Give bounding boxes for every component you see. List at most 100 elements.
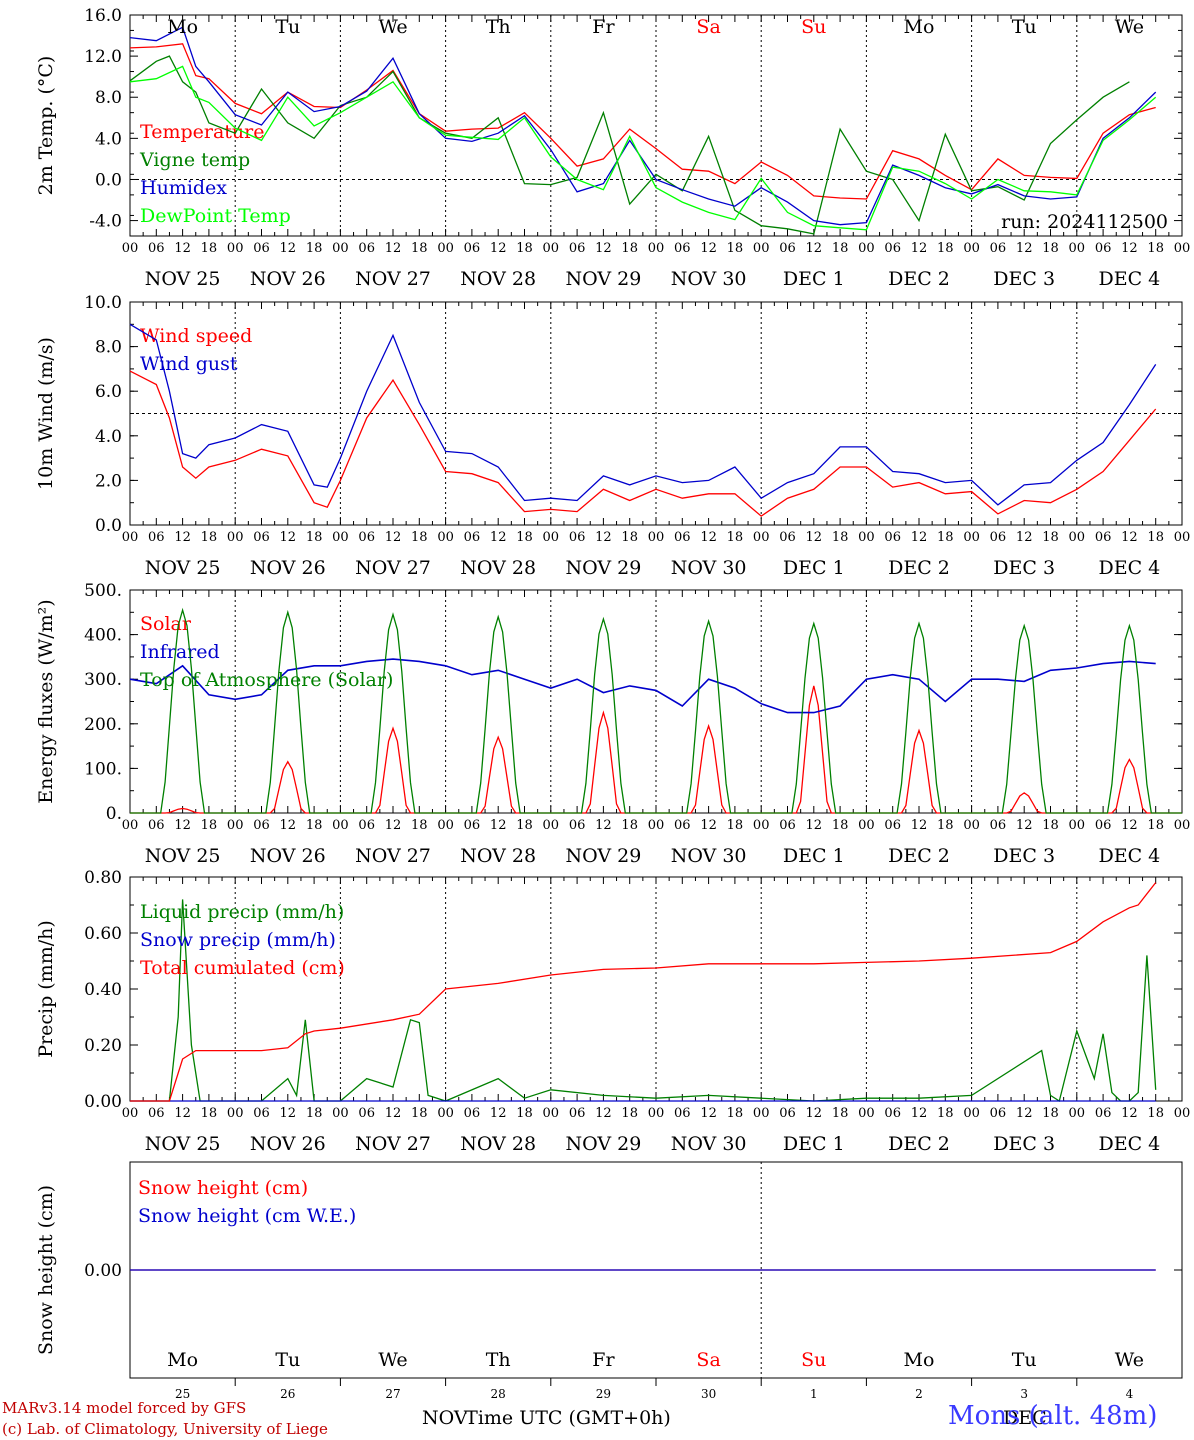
hour-tick-label: 06: [358, 530, 375, 545]
hour-tick-label: 06: [884, 241, 901, 256]
y-tick-label: 0.80: [84, 868, 122, 888]
hour-tick-label: 18: [516, 1106, 533, 1121]
y-axis-label: 2m Temp. (°C): [35, 56, 57, 196]
legend-entry: Snow height (cm): [138, 1177, 308, 1199]
date-label: DEC 2: [888, 845, 950, 867]
hour-tick-label: 06: [148, 1106, 165, 1121]
date-label: NOV 26: [250, 845, 326, 867]
hour-tick-label: 18: [621, 818, 638, 833]
hour-tick-label: 00: [122, 818, 139, 833]
hour-tick-label: 06: [569, 1106, 586, 1121]
hour-tick-label: 12: [280, 241, 297, 256]
hour-tick-label: 00: [543, 1106, 560, 1121]
date-label: NOV 29: [565, 845, 641, 867]
panel-snow: 0.00 Snow height (cm) Snow height (cm) Snow…: [35, 1161, 1183, 1401]
hour-tick-label: 12: [490, 530, 507, 545]
date-label: DEC 1: [783, 557, 845, 579]
date-label: DEC 3: [993, 557, 1055, 579]
hour-tick-label: 12: [1121, 530, 1138, 545]
date-label: DEC 3: [993, 268, 1055, 290]
legend-entry: Snow precip (mm/h): [140, 929, 336, 951]
y-tick-label: 0.: [106, 804, 122, 824]
date-label: NOV 29: [565, 1133, 641, 1155]
footer-lab-line: (c) Lab. of Climatology, University of L…: [2, 1420, 328, 1438]
legend-entry: Infrared: [140, 641, 220, 663]
hour-tick-label: 18: [621, 530, 638, 545]
hour-tick-label: 18: [411, 818, 428, 833]
hour-tick-label: 00: [1174, 241, 1191, 256]
footer-model-line: MARv3.14 model forced by GFS: [2, 1399, 247, 1417]
hour-tick-label: 12: [1121, 1106, 1138, 1121]
weekday-label: Su: [801, 16, 826, 38]
hour-tick-label: 12: [700, 241, 717, 256]
y-tick-label: 6.0: [95, 382, 122, 402]
hour-tick-label: 06: [779, 818, 796, 833]
y-tick-label: 0.00: [84, 1092, 122, 1112]
hour-tick-label: 00: [227, 1106, 244, 1121]
hour-tick-label: 00: [963, 530, 980, 545]
hour-tick-label: 00: [648, 530, 665, 545]
hour-tick-label: 00: [858, 1106, 875, 1121]
y-tick-label: 8.0: [95, 88, 122, 108]
hour-tick-label: 12: [280, 818, 297, 833]
hour-tick-label: 00: [753, 818, 770, 833]
date-label: DEC 1: [783, 1133, 845, 1155]
weekday-label: Tu: [275, 1349, 300, 1371]
y-tick-label: 100.: [84, 759, 122, 779]
hour-tick-label: 00: [1069, 818, 1086, 833]
hour-tick-label: 18: [516, 530, 533, 545]
legend-entry: Wind speed: [140, 325, 252, 347]
y-tick-label: 400.: [84, 626, 122, 646]
hour-tick-label: 00: [227, 530, 244, 545]
weekday-label: Sa: [696, 1349, 720, 1371]
hour-tick-label: 06: [1095, 530, 1112, 545]
hour-tick-label: 12: [700, 530, 717, 545]
date-label: NOV 30: [671, 557, 747, 579]
weekday-label: Sa: [696, 16, 720, 38]
date-label: DEC 4: [1099, 845, 1161, 867]
hour-tick-label: 12: [1016, 530, 1033, 545]
weekday-label: Mo: [904, 16, 935, 38]
date-label: NOV 25: [145, 1133, 221, 1155]
legend-entry: DewPoint Temp: [140, 205, 291, 227]
hour-tick-label: 18: [832, 241, 849, 256]
hour-tick-label: 06: [674, 1106, 691, 1121]
hour-tick-label: 18: [201, 241, 218, 256]
hour-tick-label: 00: [753, 241, 770, 256]
hour-tick-label: 00: [648, 241, 665, 256]
hour-tick-label: 12: [385, 1106, 402, 1121]
hour-tick-label: 18: [727, 1106, 744, 1121]
y-tick-label: 10.0: [84, 293, 122, 313]
date-label: DEC 2: [888, 268, 950, 290]
hour-tick-label: 18: [411, 530, 428, 545]
hour-tick-label: 00: [648, 1106, 665, 1121]
hour-tick-label: 06: [569, 530, 586, 545]
day-number-label: 2: [915, 1387, 923, 1401]
hour-tick-label: 00: [858, 530, 875, 545]
hour-tick-label: 06: [464, 530, 481, 545]
hour-tick-label: 00: [753, 1106, 770, 1121]
hour-tick-label: 06: [358, 1106, 375, 1121]
hour-tick-label: 06: [779, 241, 796, 256]
date-label: DEC 1: [783, 845, 845, 867]
weekday-label: Th: [486, 1349, 511, 1371]
hour-tick-label: 12: [595, 1106, 612, 1121]
hour-tick-label: 12: [385, 241, 402, 256]
hour-tick-label: 00: [543, 818, 560, 833]
date-label: NOV 29: [565, 268, 641, 290]
date-label: DEC 2: [888, 1133, 950, 1155]
hour-tick-label: 00: [858, 241, 875, 256]
series-line-wind-gust: [129, 323, 1157, 506]
hour-tick-label: 12: [1121, 818, 1138, 833]
hour-tick-label: 18: [1042, 1106, 1059, 1121]
hour-tick-label: 06: [674, 530, 691, 545]
y-tick-label: 200.: [84, 715, 122, 735]
hour-tick-label: 06: [990, 818, 1007, 833]
hour-tick-label: 06: [779, 1106, 796, 1121]
series-line-total-cumulated-cm-: [130, 882, 1157, 1102]
date-label: DEC 4: [1099, 557, 1161, 579]
weekday-label: We: [1115, 16, 1144, 38]
hour-tick-label: 00: [648, 818, 665, 833]
hour-tick-label: 12: [174, 1106, 191, 1121]
hour-tick-label: 00: [122, 241, 139, 256]
